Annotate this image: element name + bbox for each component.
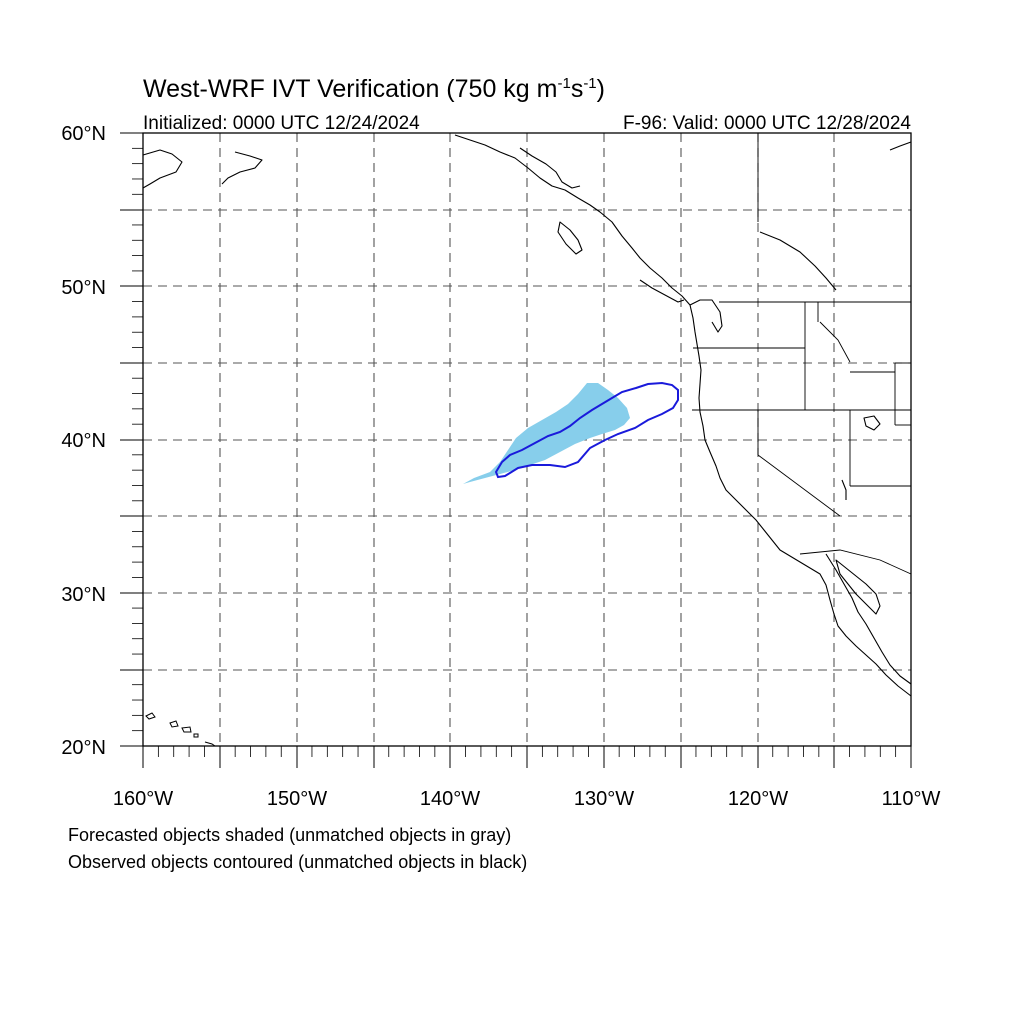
init-time-label: Initialized: 0000 UTC 12/24/2024 <box>143 113 420 134</box>
axis-ticks <box>120 132 912 768</box>
map-panel <box>120 132 912 768</box>
minor-ticks <box>132 147 897 757</box>
state-boundaries <box>692 133 912 575</box>
lat-label: 50°N <box>61 277 106 299</box>
map-frame <box>142 132 912 747</box>
lat-label: 40°N <box>61 430 106 452</box>
latitude-labels: 60°N 50°N 40°N 30°N 20°N <box>61 123 106 759</box>
lon-label: 150°W <box>267 788 327 810</box>
lon-label: 120°W <box>728 788 788 810</box>
lat-label: 30°N <box>61 584 106 606</box>
lon-label: 140°W <box>420 788 480 810</box>
lon-label: 110°W <box>882 788 941 810</box>
hawaii-islands <box>145 712 216 747</box>
lon-label: 160°W <box>113 788 173 810</box>
footnote-observed: Observed objects contoured (unmatched ob… <box>68 852 528 872</box>
coastlines <box>142 134 912 697</box>
longitude-labels: 160°W 150°W 140°W 130°W 120°W 110°W <box>113 788 941 810</box>
valid-time-label: F-96: Valid: 0000 UTC 12/28/2024 <box>623 113 911 134</box>
footnote-forecast: Forecasted objects shaded (unmatched obj… <box>68 825 512 845</box>
lon-label: 130°W <box>574 788 634 810</box>
observed-ivt-contour <box>494 381 679 479</box>
figure-title: West-WRF IVT Verification (750 kg m-1s-1… <box>143 75 605 103</box>
lat-label: 60°N <box>61 123 106 145</box>
lat-label: 20°N <box>61 737 106 759</box>
